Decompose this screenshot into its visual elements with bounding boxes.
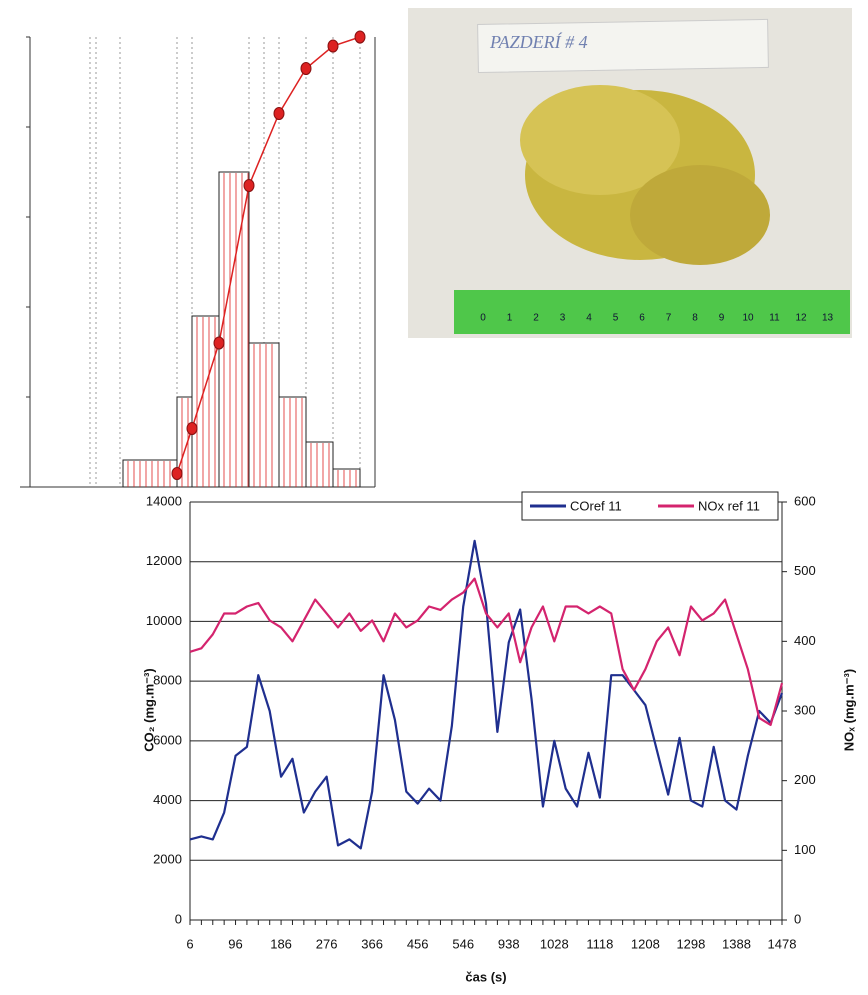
x-tick-label: 1388 [722,936,751,951]
y2-tick-label: 400 [794,633,816,648]
y-tick-label: 8000 [153,673,182,688]
bar [123,460,177,487]
y2-axis-title: NOₓ (mg.m⁻³) [841,669,856,751]
ruler-label: 5 [613,313,619,324]
x-tick-label: 366 [361,936,383,951]
x-tick-label: 1478 [768,936,797,951]
y2-tick-label: 500 [794,563,816,578]
ruler-label: 11 [769,313,780,324]
ruler-label: 7 [666,313,672,324]
ruler-label: 4 [586,313,592,324]
x-tick-label: 456 [407,936,429,951]
ruler-label: 12 [795,313,807,324]
x-tick-label: 1028 [540,936,569,951]
y-tick-label: 6000 [153,732,182,747]
legend-label: COref 11 [570,498,622,513]
ruler-label: 9 [719,313,725,324]
y-tick-label: 2000 [153,852,182,867]
x-tick-label: 186 [270,936,292,951]
x-tick-label: 96 [228,936,242,951]
legend-label: NOx ref 11 [698,498,760,513]
cumulative-point [214,337,224,349]
ruler-label: 6 [639,313,645,324]
y-tick-label: 0 [175,911,182,926]
x-tick-label: 546 [452,936,474,951]
cumulative-point [355,31,365,43]
ruler-label: 10 [742,313,754,324]
sample-pile [630,165,770,265]
bar [249,343,279,487]
cumulative-point [274,108,284,120]
bar [219,172,249,487]
y-tick-label: 10000 [146,613,182,628]
ruler-label: 8 [692,313,698,324]
y2-tick-label: 600 [794,493,816,508]
x-tick-label: 1298 [676,936,705,951]
ruler-label: 1 [507,313,513,324]
y2-tick-label: 200 [794,772,816,787]
cumulative-point [244,180,254,192]
cumulative-point [172,468,182,480]
cumulative-point [328,40,338,52]
ruler-label: 3 [560,313,566,324]
x-tick-label: 938 [498,936,520,951]
y-tick-label: 4000 [153,792,182,807]
x-tick-label: 1208 [631,936,660,951]
ruler-label: 0 [480,313,486,324]
ruler-label: 13 [822,313,834,324]
x-axis-title: čas (s) [465,969,506,984]
page: PAZDERÍ # 4 012345678910111213 020004000… [0,0,868,990]
x-tick-label: 6 [186,936,193,951]
y2-tick-label: 0 [794,911,801,926]
y-axis-title: CO₂ (mg.m⁻³) [141,668,156,751]
y-tick-label: 12000 [146,553,182,568]
x-tick-label: 1118 [586,936,613,951]
series-line [190,541,782,849]
photo-label: PAZDERÍ # 4 [489,31,588,52]
ruler [454,290,850,334]
cumulative-point [187,423,197,435]
y2-tick-label: 100 [794,842,816,857]
y2-tick-label: 300 [794,702,816,717]
ruler-label: 2 [533,313,539,324]
cumulative-point [301,63,311,75]
x-tick-label: 276 [316,936,338,951]
y-tick-label: 14000 [146,493,182,508]
